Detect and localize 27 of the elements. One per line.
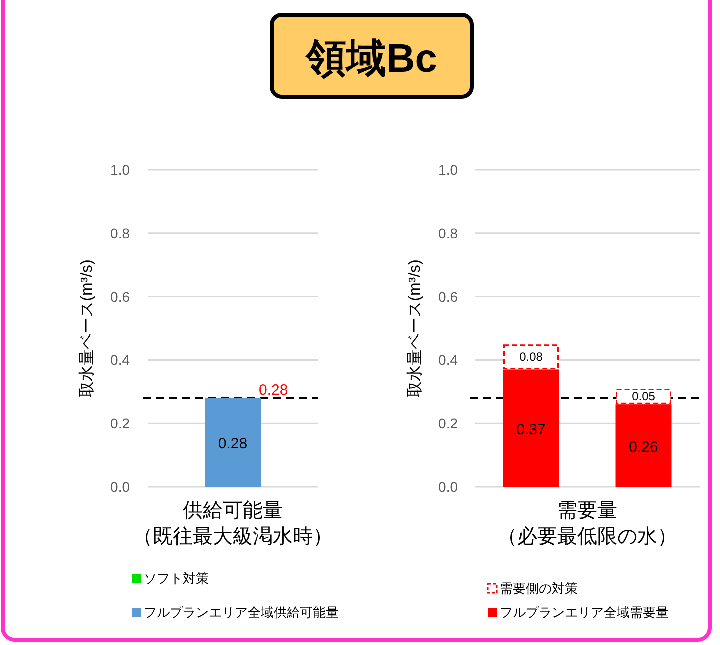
data-label: 0.37	[516, 421, 546, 438]
y-tick-label: 0.2	[110, 416, 130, 432]
legend-label: フルプランエリア全域供給可能量	[144, 605, 339, 620]
y-tick-label: 0.0	[110, 479, 130, 495]
x-axis-title: 供給可能量（既往最大級渇水時）	[133, 500, 333, 548]
legend-label: 需要側の対策	[500, 581, 578, 596]
y-tick-label: 0.6	[438, 288, 458, 305]
legend-label: ソフト対策	[144, 571, 209, 586]
legend-label: フルプランエリア全域需要量	[500, 605, 669, 620]
y-tick-label: 0.2	[438, 416, 458, 432]
data-label: 0.08	[520, 350, 544, 364]
y-axis-title: 取水量ベース(m³/s)	[78, 260, 96, 398]
y-tick-label: 1.0	[438, 162, 458, 178]
total-label: 0.28	[259, 382, 288, 400]
data-label: 0.05	[632, 390, 656, 404]
data-label: 0.26	[629, 438, 658, 456]
y-tick-label: 0.0	[438, 479, 458, 495]
x-axis-title: 需要量（必要最低限の水）	[498, 500, 678, 548]
y-tick-label: 0.8	[438, 225, 458, 242]
y-tick-label: 0.4	[110, 352, 130, 368]
y-tick-label: 0.8	[110, 225, 130, 242]
y-tick-label: 0.4	[438, 352, 458, 368]
data-label: 0.28	[218, 436, 248, 453]
y-tick-label: 0.6	[110, 288, 130, 305]
chart-title: 領域Bc	[304, 37, 438, 81]
y-tick-label: 1.0	[110, 162, 130, 178]
y-axis-title: 取水量ベース(m³/s)	[406, 260, 424, 398]
